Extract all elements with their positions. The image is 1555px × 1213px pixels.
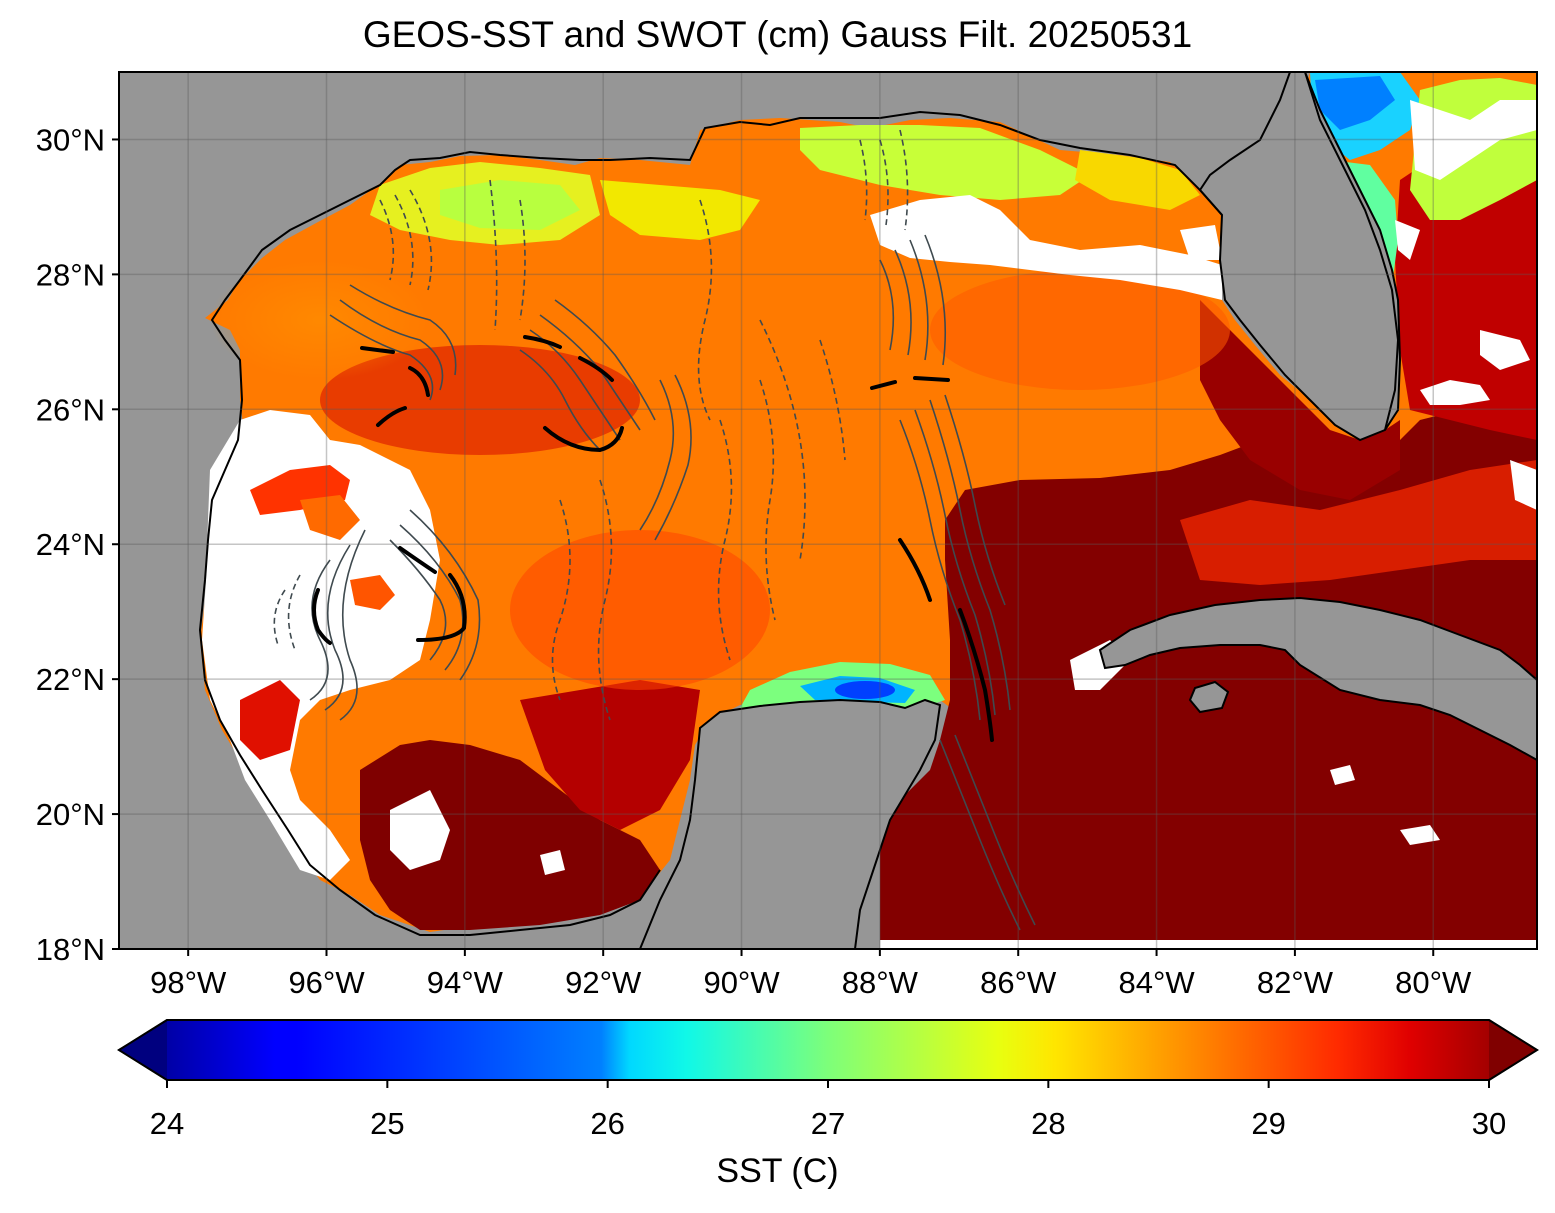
colorbar-tick-label: 26 [590,1106,624,1141]
contour-group-west [273,509,481,721]
lon-tick-label: 88°W [842,965,919,1000]
cuba-landmass [1098,596,1537,762]
isla-juventud [1188,680,1230,714]
lat-axis: 30°N 28°N 26°N 24°N 22°N 20°N 18°N [36,122,119,967]
swot-contours [273,129,1036,931]
lon-tick-label: 92°W [565,965,642,1000]
lon-tick-label: 90°W [703,965,780,1000]
swot-track-segments [312,335,994,742]
contour-group-nw [329,189,457,401]
lon-tick-label: 80°W [1395,965,1472,1000]
colorbar-extend-low [120,1021,167,1079]
florida-strait-sst [1180,460,1537,585]
central-gulf-warm [510,530,770,690]
colorbar-tick-label: 30 [1472,1106,1506,1141]
ms-shelf-green [800,125,1090,200]
lat-tick-label: 24°N [36,527,105,562]
loop-current-sst [1200,300,1400,500]
colorbar-body [117,1019,1539,1081]
lon-tick-label: 86°W [980,965,1057,1000]
la-shelf-yellow [600,180,760,240]
yucatan-landmass [638,698,942,949]
lat-tick-label: 18°N [36,932,105,967]
atlantic-coastline [1304,72,1400,431]
fl-panhandle-yellow [1075,150,1200,210]
contour-group-central [489,179,776,721]
lat-tick-label: 22°N [36,662,105,697]
west-gulf-warm-core [320,345,640,455]
atlantic-blue-core [1315,76,1395,130]
lon-tick-label: 82°W [1257,965,1334,1000]
lat-tick-label: 26°N [36,392,105,427]
gulf-coastline [198,110,1223,936]
colorbar-ticks: 24 25 26 27 28 29 30 [150,1080,1506,1141]
colorbar-tick-label: 24 [150,1106,184,1141]
map-frame [118,71,1538,950]
west-blob-3 [240,680,300,760]
lon-tick-label: 98°W [150,965,227,1000]
lon-axis: 98°W 96°W 94°W 92°W 90°W 88°W 86°W 84°W 82°W 80°W [150,949,1472,1000]
west-blob-4 [300,495,360,540]
lat-tick-label: 30°N [36,122,105,157]
lon-tick-label: 94°W [427,965,504,1000]
yucatan-coldest [835,681,895,699]
map-panel: 30°N 28°N 26°N 24°N 22°N 20°N 18°N 98°W 96°W 94°… [36,71,1538,1000]
western-orange [210,260,430,380]
gridlines [119,72,1537,949]
south-sst-band [520,680,700,830]
west-blob-2 [350,575,395,610]
lon-tick-label: 96°W [288,965,365,1000]
contour-group-east [759,129,1036,931]
north-shelf-green [440,180,580,230]
lon-tick-label: 84°W [1118,965,1195,1000]
lat-tick-label: 20°N [36,797,105,832]
missing-data [202,100,1537,949]
campeche-sst [360,740,660,930]
colorbar-tick-label: 27 [811,1106,845,1141]
colorbar-tick-label: 29 [1251,1106,1285,1141]
colorbar-label: SST (C) [716,1152,839,1190]
lat-tick-label: 28°N [36,257,105,292]
map-title: GEOS-SST and SWOT (cm) Gauss Filt. 20250… [362,14,1193,55]
colorbar-tick-label: 25 [370,1106,404,1141]
florida-landmass [1198,72,1402,442]
east-gulf-warm [930,270,1230,390]
colorbar-tick-label: 28 [1031,1106,1065,1141]
colorbar-extend-high [1489,1021,1536,1079]
colorbar: 24 25 26 27 28 29 30 [117,1019,1539,1141]
